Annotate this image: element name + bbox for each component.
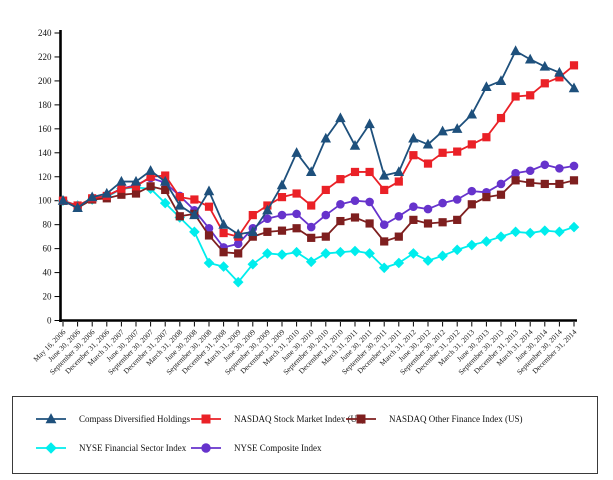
legend-item-nyse-composite-index: NYSE Composite Index bbox=[191, 441, 322, 455]
legend-item-nasdaq-other-finance-index: NASDAQ Other Finance Index (US) bbox=[346, 412, 522, 426]
y-tick-label: 220 bbox=[38, 52, 52, 62]
series-compass-diversified-holdings bbox=[57, 45, 580, 239]
legend-label: NASDAQ Stock Market Index (US) bbox=[234, 414, 365, 424]
legend-item-nasdaq-stock-market-index: NASDAQ Stock Market Index (US) bbox=[191, 412, 365, 426]
chart-legend: Compass Diversified Holdings NASDAQ Stoc… bbox=[12, 396, 598, 474]
y-tick-label: 200 bbox=[38, 76, 52, 86]
line-chart: 0 20 40 60 80 100 120 140 160 180 200 220 240 May 16,… bbox=[31, 28, 580, 376]
y-tick-label: 20 bbox=[43, 292, 53, 302]
nyse-composite-series-marker-icon bbox=[191, 443, 221, 453]
y-tick-label: 180 bbox=[38, 100, 52, 110]
legend-label: Compass Diversified Holdings bbox=[79, 414, 190, 424]
y-tick-label: 40 bbox=[43, 268, 53, 278]
compass-series-marker-icon bbox=[36, 413, 66, 424]
legend-label: NYSE Composite Index bbox=[234, 443, 322, 453]
series-nasdaq-stock-market-index-us bbox=[58, 61, 579, 241]
legend-label: NASDAQ Other Finance Index (US) bbox=[389, 414, 523, 424]
y-axis: 0 20 40 60 80 100 120 140 160 180 200 220 240 bbox=[38, 28, 62, 326]
nasdaq-other-finance-series-marker-icon bbox=[346, 414, 376, 424]
y-tick-label: 60 bbox=[43, 244, 53, 254]
y-tick-label: 160 bbox=[38, 124, 52, 134]
y-tick-label: 120 bbox=[38, 172, 52, 182]
y-tick-label: 140 bbox=[38, 148, 52, 158]
nyse-financial-series-marker-icon bbox=[36, 442, 66, 454]
legend-item-compass-diversified-holdings: Compass Diversified Holdings bbox=[36, 412, 190, 426]
y-tick-label: 240 bbox=[38, 28, 52, 38]
y-tick-label: 100 bbox=[38, 196, 52, 206]
nasdaq-stock-series-marker-icon bbox=[191, 414, 221, 424]
y-tick-label: 80 bbox=[43, 220, 53, 230]
legend-label: NYSE Financial Sector Index bbox=[79, 443, 187, 453]
legend-item-nyse-financial-sector-index: NYSE Financial Sector Index bbox=[36, 441, 186, 455]
y-tick-label: 0 bbox=[47, 316, 52, 326]
